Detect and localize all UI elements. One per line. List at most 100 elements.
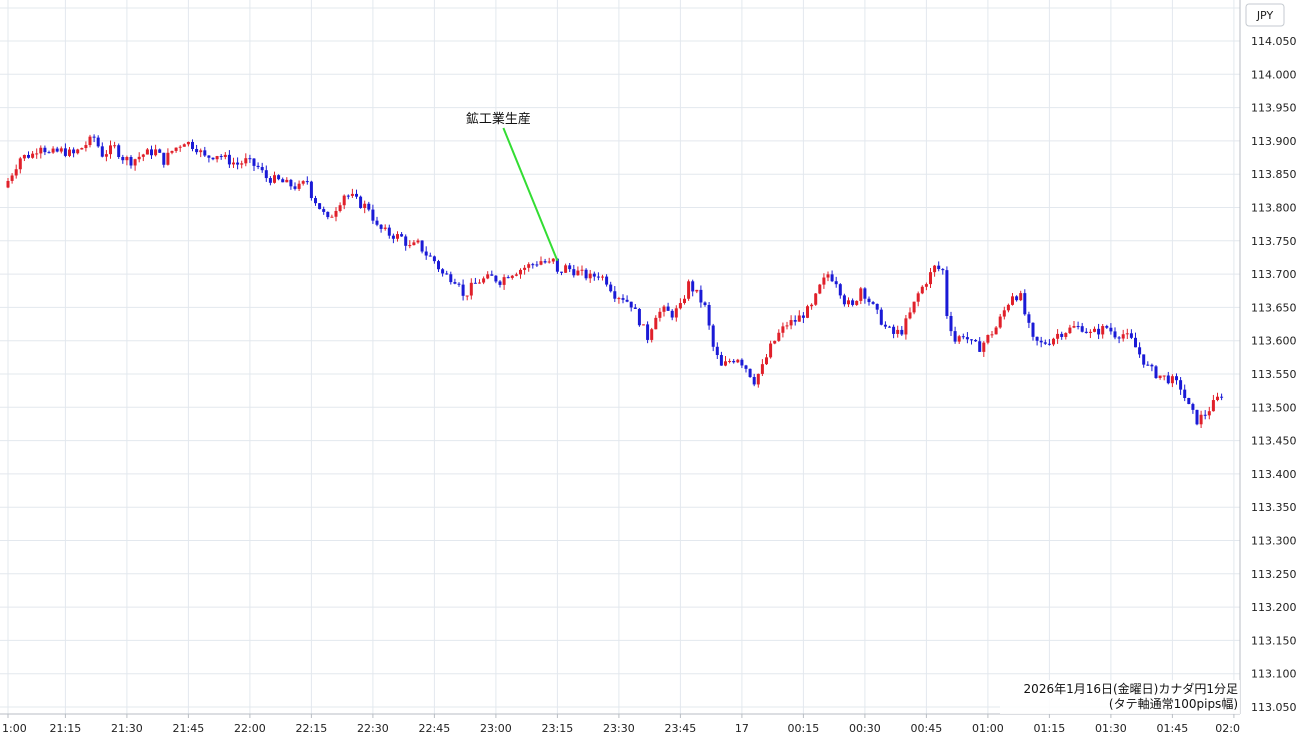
candle-body <box>396 234 399 239</box>
candle-body <box>916 293 920 302</box>
candle-body <box>1023 293 1027 315</box>
candle-body <box>1162 375 1166 377</box>
candle-body <box>687 281 691 299</box>
candle-body <box>617 298 621 300</box>
candle-body <box>326 211 330 218</box>
candle-body <box>363 203 367 209</box>
candle-body <box>55 148 59 152</box>
candle-body <box>145 149 149 155</box>
candle-body <box>879 309 883 325</box>
candle-body <box>199 150 203 153</box>
candle-body <box>1175 376 1178 381</box>
candle-body <box>1076 326 1080 328</box>
candle-body <box>1084 331 1088 333</box>
y-tick-label: 113.350 <box>1251 501 1297 514</box>
candle-body <box>227 154 231 165</box>
candle-body <box>929 272 932 285</box>
candle-body <box>941 269 945 271</box>
candle-body <box>72 149 76 154</box>
candle-body <box>584 269 588 279</box>
candle-body <box>998 316 1002 328</box>
y-tick-label: 113.100 <box>1251 668 1297 681</box>
candle-body <box>293 186 297 189</box>
candle-body <box>683 298 686 304</box>
y-tick-label: 113.300 <box>1251 535 1297 548</box>
candle-body <box>1179 380 1183 390</box>
candle-body <box>240 163 244 165</box>
candle-body <box>957 336 961 342</box>
grid-layer <box>0 0 1240 714</box>
candle-body <box>527 264 531 268</box>
candle-body <box>908 312 912 319</box>
candle-body <box>1158 375 1162 378</box>
candle-body <box>658 311 662 318</box>
candle-body <box>650 329 654 340</box>
candle-body <box>1093 328 1096 332</box>
candle-body <box>785 325 789 327</box>
candle-body <box>1154 366 1158 378</box>
candle-body <box>191 141 194 149</box>
candle-body <box>125 157 129 161</box>
candle-body <box>412 242 416 246</box>
candle-body <box>875 303 879 310</box>
candle-body <box>769 343 773 358</box>
chart-caption-line2: (タテ軸通常100pips幅) <box>1109 696 1238 711</box>
x-tick-label: 00:30 <box>849 722 881 735</box>
candle-body <box>10 175 14 181</box>
y-tick-label: 113.950 <box>1251 102 1297 115</box>
candle-body <box>982 342 986 352</box>
candle-body <box>215 156 219 160</box>
candle-body <box>256 165 260 168</box>
candle-body <box>35 153 39 155</box>
y-tick-label: 113.850 <box>1251 168 1297 181</box>
candle-body <box>170 150 174 153</box>
candle-body <box>166 152 170 165</box>
candle-body <box>510 275 514 278</box>
candle-body <box>859 288 863 301</box>
candle-body <box>309 181 313 199</box>
candle-body <box>621 298 625 300</box>
candle-body <box>1146 364 1150 366</box>
candle-body <box>994 327 998 335</box>
candle-body <box>1183 389 1187 398</box>
candle-body <box>1203 414 1207 416</box>
candle-body <box>63 148 67 156</box>
candle-body <box>896 329 900 334</box>
x-tick-label: 23:45 <box>665 722 697 735</box>
candle-body <box>14 169 18 176</box>
candle-body <box>207 155 211 158</box>
x-tick-label: 01:15 <box>1034 722 1066 735</box>
candle-body <box>461 284 465 296</box>
candle-body <box>748 368 752 378</box>
candle-body <box>760 364 764 374</box>
candle-body <box>732 360 736 363</box>
candle-body <box>482 278 486 283</box>
candle-body <box>555 258 559 272</box>
candle-body <box>814 293 818 305</box>
candle-body <box>150 149 153 156</box>
candle-body <box>285 179 289 183</box>
candle-body <box>113 145 117 147</box>
candle-body <box>92 136 96 138</box>
candle-body <box>277 175 281 180</box>
candle-body <box>543 261 547 263</box>
candle-body <box>756 373 760 385</box>
currency-button[interactable] <box>1245 3 1285 27</box>
annotation-layer: 鉱工業生産 <box>466 111 559 262</box>
candle-body <box>96 137 100 147</box>
x-tick-label: 01:00 <box>972 722 1004 735</box>
candle-body <box>535 264 539 266</box>
candle-body <box>695 289 699 292</box>
candle-body <box>551 258 555 262</box>
candle-body <box>350 193 354 196</box>
candle-body <box>334 210 338 217</box>
candle-body <box>674 308 678 318</box>
candle-body <box>305 181 309 183</box>
x-tick-label: 21:30 <box>111 722 143 735</box>
candle-body <box>408 245 412 247</box>
candle-body <box>314 198 317 204</box>
candle-body <box>453 282 457 284</box>
candle-body <box>1166 375 1170 384</box>
